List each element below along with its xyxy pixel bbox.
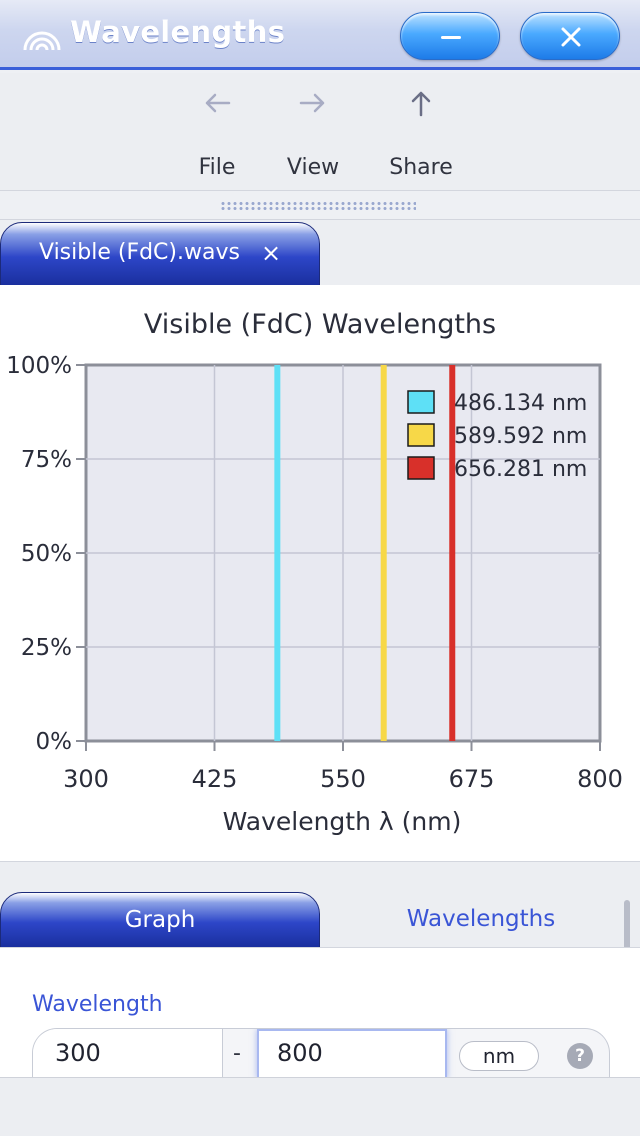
- spectral-line-bar: [449, 365, 456, 741]
- wavelength-range: 300 - 800 nm ?: [32, 1028, 610, 1078]
- unit-select[interactable]: nm: [459, 1041, 539, 1071]
- chart-title: Visible (FdC) Wavelengths: [144, 309, 496, 340]
- spectral-line-bar: [274, 365, 281, 741]
- title-bar: Wavelengths: [0, 0, 640, 70]
- document-tab-strip: Visible (FdC).wavs ×: [0, 219, 640, 286]
- wavelength-chart: Visible (FdC) Wavelengths 300 425 550 675 80…: [6, 309, 623, 836]
- x-tick-label: 300: [63, 765, 109, 793]
- tab-graph[interactable]: Graph: [0, 892, 320, 948]
- chart-panel: Visible (FdC) Wavelengths 300 425 550 675 80…: [0, 285, 640, 861]
- wavelength-form: Wavelength 300 - 800 nm ?: [0, 947, 640, 1078]
- x-tick-label: 675: [449, 765, 495, 793]
- view-button[interactable]: View: [268, 85, 358, 185]
- document-tab[interactable]: Visible (FdC).wavs ×: [0, 222, 320, 286]
- tab-close-icon[interactable]: ×: [261, 239, 282, 267]
- rainbow-arc-icon: [23, 31, 61, 51]
- legend-swatch: [407, 423, 435, 447]
- y-tick-label: 50%: [21, 541, 72, 567]
- axes: 300 425 550 675 800 0% 25% 50% 75% 100%: [6, 353, 623, 793]
- legend: 486.134 nm 589.592 nm 656.281 nm: [407, 390, 587, 482]
- legend-swatch: [407, 456, 435, 480]
- minimize-button[interactable]: [400, 12, 500, 60]
- toolbar: File View Share: [0, 73, 640, 191]
- file-label: File: [198, 155, 236, 180]
- wavelength-label: Wavelength: [32, 992, 163, 1017]
- close-button[interactable]: [520, 12, 620, 60]
- x-tick-label: 550: [320, 765, 366, 793]
- y-tick-label: 0%: [36, 729, 73, 755]
- arrow-right-icon: [299, 93, 325, 113]
- min-wavelength-input[interactable]: 300: [33, 1029, 223, 1078]
- spectral-lines: [274, 365, 456, 741]
- legend-swatch: [407, 390, 435, 414]
- tab-wavelengths[interactable]: Wavelengths: [406, 906, 556, 932]
- minimize-icon: [441, 36, 461, 39]
- spectral-line-bar: [380, 365, 387, 741]
- arrow-left-icon: [205, 93, 231, 113]
- x-tick-label: 800: [577, 765, 623, 793]
- app-title: Wavelengths: [70, 15, 286, 49]
- x-axis-label: Wavelength λ (nm): [223, 807, 462, 836]
- grid: [86, 365, 600, 741]
- legend-label: 486.134 nm: [454, 391, 587, 416]
- y-tick-label: 25%: [21, 635, 72, 661]
- share-button[interactable]: Share: [376, 85, 466, 185]
- scrollbar[interactable]: [624, 900, 630, 988]
- y-tick-label: 100%: [6, 353, 72, 379]
- arrow-up-icon: [411, 91, 431, 117]
- max-wavelength-input[interactable]: 800: [257, 1029, 447, 1078]
- document-tab-label: Visible (FdC).wavs: [39, 240, 240, 265]
- bottom-bar: [0, 1077, 640, 1136]
- splitter-handle[interactable]: [220, 201, 416, 211]
- x-tick-label: 425: [192, 765, 238, 793]
- legend-label: 589.592 nm: [454, 424, 587, 449]
- share-label: Share: [389, 155, 453, 180]
- range-separator: -: [233, 1041, 241, 1066]
- help-icon[interactable]: ?: [567, 1043, 593, 1069]
- file-button[interactable]: File: [172, 85, 262, 185]
- lower-panel: Graph Wavelengths Wavelength 300 - 800 n…: [0, 861, 640, 1136]
- view-label: View: [286, 155, 340, 180]
- legend-label: 656.281 nm: [454, 457, 587, 482]
- close-icon: [561, 27, 581, 47]
- y-tick-label: 75%: [21, 447, 72, 473]
